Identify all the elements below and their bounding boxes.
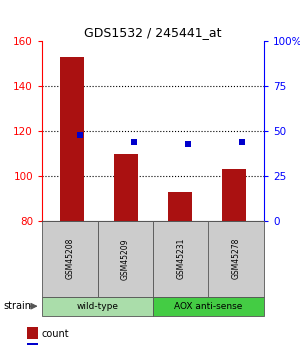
Text: GSM45278: GSM45278: [232, 238, 241, 279]
Text: GSM45231: GSM45231: [176, 238, 185, 279]
Bar: [222, 169, 246, 221]
Text: AOX anti-sense: AOX anti-sense: [174, 302, 243, 311]
Bar: [60, 57, 84, 221]
Text: GSM45209: GSM45209: [121, 238, 130, 279]
Text: GSM45208: GSM45208: [65, 238, 74, 279]
Text: strain: strain: [3, 301, 31, 311]
Text: count: count: [41, 329, 69, 338]
Bar: [114, 154, 138, 221]
Text: wild-type: wild-type: [76, 302, 118, 311]
Bar: [168, 192, 192, 221]
Title: GDS1532 / 245441_at: GDS1532 / 245441_at: [84, 26, 222, 39]
